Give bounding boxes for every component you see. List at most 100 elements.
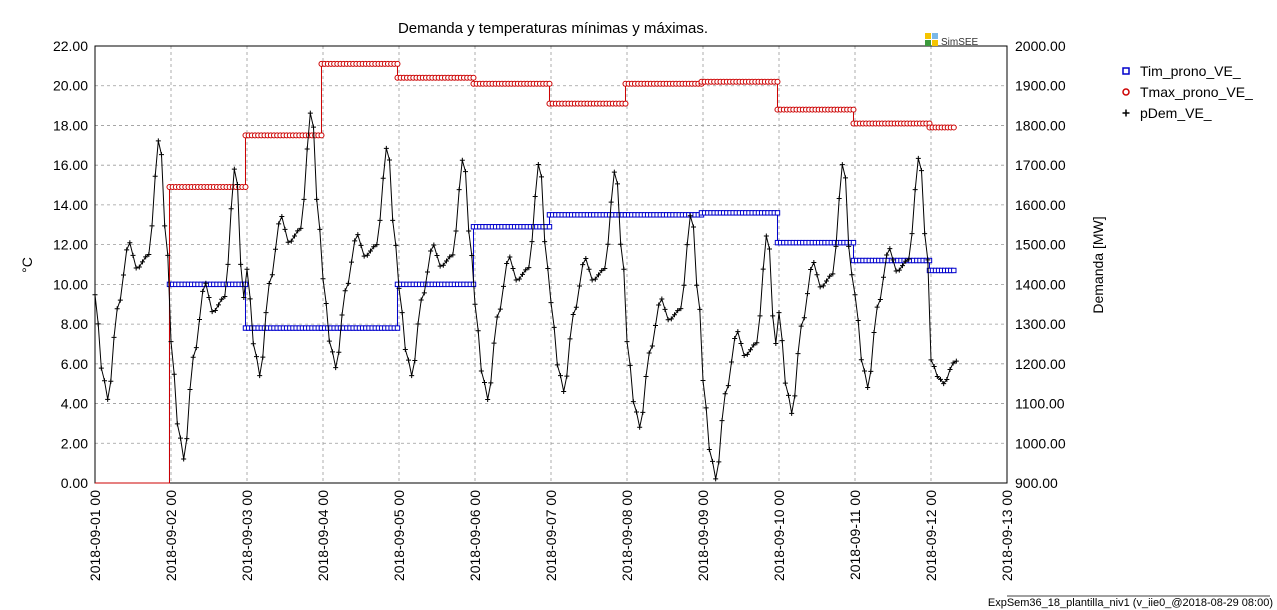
data-point xyxy=(602,266,608,272)
data-point xyxy=(751,342,757,348)
simsee-logo: SimSEE xyxy=(925,33,979,48)
data-point xyxy=(431,242,437,248)
data-point xyxy=(833,243,839,249)
data-point xyxy=(475,328,481,334)
data-point xyxy=(342,288,348,294)
data-point xyxy=(624,339,630,345)
data-point xyxy=(159,152,164,158)
data-point xyxy=(516,276,522,282)
data-point xyxy=(323,301,329,307)
series-Tmax_prono_VE_ xyxy=(95,60,957,484)
data-point xyxy=(592,276,598,282)
data-point xyxy=(127,240,133,246)
data-point xyxy=(406,357,411,363)
legend-item: Tim_prono_VE_ xyxy=(1122,63,1241,79)
data-point xyxy=(314,196,320,202)
data-point xyxy=(437,263,443,269)
data-point xyxy=(947,367,953,373)
data-point xyxy=(546,80,553,87)
x-tick-label: 2018-09-08 00 xyxy=(619,490,635,581)
data-point xyxy=(320,276,326,282)
data-point xyxy=(890,257,896,263)
data-point xyxy=(450,252,456,258)
y2-tick-label: 1600.00 xyxy=(1015,197,1066,213)
data-point xyxy=(687,213,693,219)
data-point xyxy=(611,169,617,175)
data-point xyxy=(396,285,402,291)
data-point xyxy=(912,187,918,193)
data-point xyxy=(190,354,196,360)
data-point xyxy=(789,410,795,416)
legend-item: pDem_VE_ xyxy=(1122,105,1212,121)
data-point xyxy=(269,272,275,278)
series-Tim_prono_VE_ xyxy=(95,210,957,484)
data-point xyxy=(827,273,833,279)
data-point xyxy=(102,378,107,384)
data-point xyxy=(622,100,629,107)
data-point xyxy=(570,312,576,318)
data-point xyxy=(463,169,468,175)
data-point xyxy=(121,272,126,278)
data-point xyxy=(630,399,636,405)
data-point xyxy=(938,376,943,382)
data-point xyxy=(165,252,171,258)
y2-tick-label: 900.00 xyxy=(1015,475,1058,491)
data-point xyxy=(858,357,864,363)
x-tick-label: 2018-09-13 00 xyxy=(999,490,1015,581)
data-point xyxy=(871,330,877,336)
logo-square-yellow-2 xyxy=(932,40,938,46)
data-point xyxy=(653,322,658,328)
y2-tick-label: 1700.00 xyxy=(1015,157,1066,173)
y2-tick-label: 1100.00 xyxy=(1015,396,1065,412)
data-point xyxy=(279,213,285,219)
data-point xyxy=(691,224,696,230)
data-point xyxy=(542,239,548,245)
y-tick-label: 20.00 xyxy=(53,78,88,94)
data-point xyxy=(586,266,592,272)
data-point xyxy=(922,231,928,237)
data-point xyxy=(485,396,491,402)
data-point xyxy=(732,335,738,341)
data-point xyxy=(345,280,351,286)
data-point xyxy=(915,155,921,161)
y-axis-label: °C xyxy=(19,257,35,273)
y2-tick-label: 1000.00 xyxy=(1015,435,1066,451)
data-point xyxy=(456,187,462,193)
data-point xyxy=(792,393,798,399)
y2-tick-label: 1300.00 xyxy=(1015,316,1066,332)
data-point xyxy=(472,301,478,307)
x-tick-label: 2018-09-07 00 xyxy=(543,490,559,581)
data-point xyxy=(903,258,909,264)
data-point xyxy=(941,381,947,387)
data-point xyxy=(399,310,405,316)
x-tick-label: 2018-09-03 00 xyxy=(239,490,255,581)
x-tick-label: 2018-09-02 00 xyxy=(163,490,179,581)
logo-square-blue xyxy=(932,33,938,39)
data-point xyxy=(684,242,690,248)
data-point xyxy=(244,266,250,272)
data-point xyxy=(307,110,313,116)
data-point xyxy=(722,391,728,397)
logo-square-yellow xyxy=(925,33,931,39)
data-point xyxy=(774,78,781,85)
data-point xyxy=(868,368,874,374)
data-point xyxy=(292,233,297,239)
data-point xyxy=(260,354,266,360)
data-point xyxy=(564,373,570,379)
data-point xyxy=(637,424,643,430)
data-point xyxy=(836,196,842,202)
series-layer xyxy=(92,60,959,484)
data-point xyxy=(887,246,893,252)
data-point xyxy=(573,304,579,310)
x-axis: 2018-09-01 00 2018-09-02 00 2018-09-03 00 2… xyxy=(87,490,1015,581)
y2-tick-label: 1900.00 xyxy=(1015,78,1066,94)
data-point xyxy=(318,132,325,139)
legend-item: Tmax_prono_VE_ xyxy=(1122,84,1253,100)
data-point xyxy=(133,265,139,271)
y-axis-right: 900.00 1000.00 1100.00 1200.00 1300.00 1400.0… xyxy=(1015,38,1066,491)
data-point xyxy=(418,297,424,303)
y-tick-label: 12.00 xyxy=(53,237,88,253)
data-point xyxy=(805,291,810,297)
data-point xyxy=(364,252,370,258)
data-point xyxy=(257,373,263,379)
